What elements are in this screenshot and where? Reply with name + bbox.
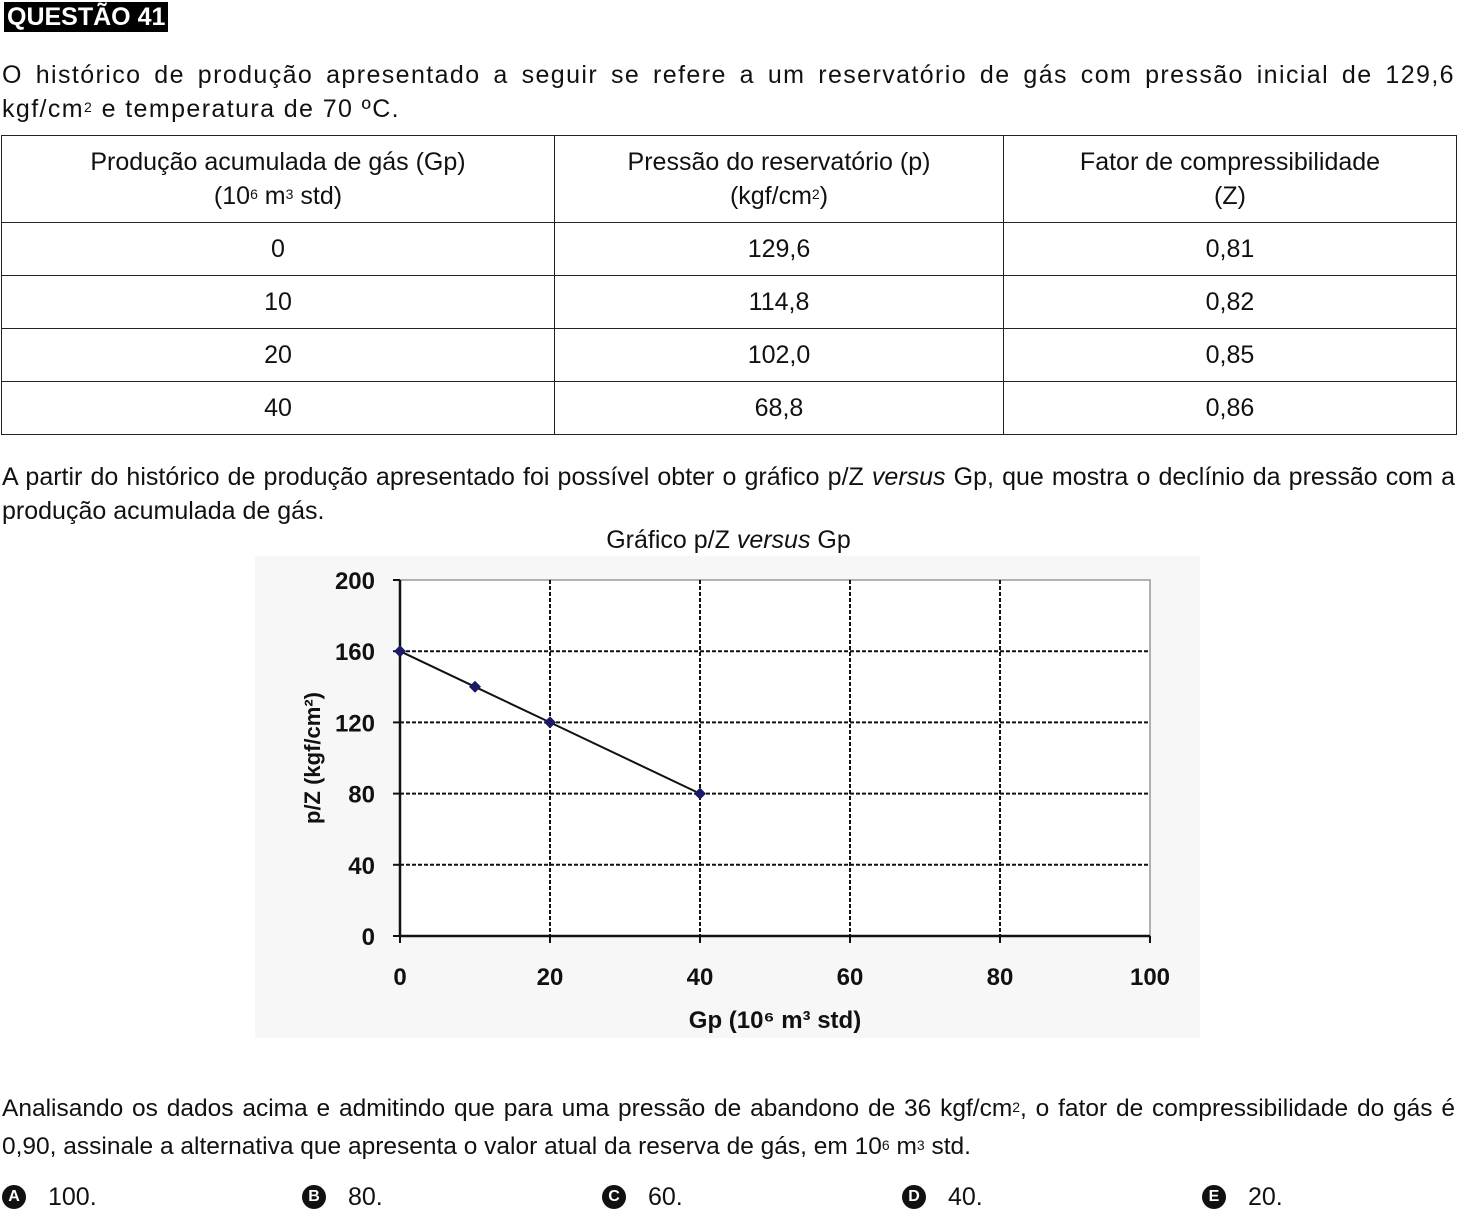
question-label: QUESTÃO 41 [4, 2, 169, 32]
y-tick-label: 40 [348, 853, 375, 880]
option-c[interactable]: C 60. [602, 1180, 683, 1214]
option-d[interactable]: D 40. [902, 1180, 983, 1214]
header-z-unit: (Z) [1214, 182, 1246, 210]
option-a-letter-icon: A [2, 1185, 26, 1209]
series-line [399, 650, 701, 795]
header-pressure-unit-b: ) [819, 182, 829, 210]
y-tick-label: 160 [335, 639, 375, 666]
header-pressure-line1: Pressão do reservatório (p) [627, 148, 931, 176]
mid-italic: versus [871, 463, 946, 491]
x-tick-label: 20 [537, 964, 564, 991]
plot-area [399, 579, 1151, 937]
intro-paragraph: O histórico de produção apresentado a se… [2, 58, 1455, 126]
x-tick-label: 60 [837, 964, 864, 991]
header-gp: Produção acumulada de gás (Gp) (106 m3 s… [1, 135, 555, 223]
x-tick-label: 0 [393, 964, 406, 991]
table-row: 10 114,8 0,82 [1, 275, 1457, 329]
chart-title-1: Gráfico p/Z [606, 526, 737, 554]
table-cell: 129,6 [554, 222, 1004, 276]
header-gp-sup2: 3 [285, 186, 294, 202]
table-cell: 114,8 [554, 275, 1004, 329]
table-cell: 0,85 [1003, 328, 1457, 382]
x-tick-label: 80 [987, 964, 1014, 991]
pz-versus-gp-chart: 0 40 80 120 160 200 0 20 40 60 80 100 Gp (10⁶ m³ std… [255, 556, 1200, 1038]
header-z: Fator de compressibilidade (Z) [1003, 135, 1457, 223]
header-gp-sup1: 6 [250, 186, 258, 202]
option-e[interactable]: E 20. [1202, 1180, 1283, 1214]
option-b-text: 80. [348, 1183, 383, 1211]
option-c-letter-icon: C [602, 1185, 626, 1209]
option-d-text: 40. [948, 1183, 983, 1211]
header-pressure-unit-a: (kgf/cm [729, 182, 812, 210]
data-point [469, 680, 481, 693]
option-c-text: 60. [648, 1183, 683, 1211]
option-e-letter-icon: E [1202, 1185, 1226, 1209]
header-pressure: Pressão do reservatório (p) (kgf/cm2) [554, 135, 1004, 223]
intro-sup: 2 [84, 99, 94, 115]
table-row: 0 129,6 0,81 [1, 222, 1457, 276]
question-paragraph: Analisando os dados acima e admitindo qu… [2, 1090, 1455, 1166]
y-axis-label: p/Z (kgf/cm²) [300, 692, 325, 824]
header-pressure-sup: 2 [811, 186, 820, 202]
y-tick-label: 200 [335, 568, 375, 595]
table-header-row: Produção acumulada de gás (Gp) (106 m3 s… [1, 135, 1457, 223]
y-tick-label: 120 [335, 710, 375, 737]
chart-title: Gráfico p/Z versus Gp [0, 526, 1457, 555]
table-cell: 40 [1, 381, 555, 435]
option-b[interactable]: B 80. [302, 1180, 383, 1214]
final-text-4: std. [924, 1133, 971, 1160]
table-cell: 102,0 [554, 328, 1004, 382]
final-sup-2: 6 [881, 1137, 890, 1153]
header-gp-unit-b: m [257, 182, 286, 210]
table-row: 40 68,8 0,86 [1, 381, 1457, 435]
intro-text-1: O histórico de produção apresentado a se… [2, 61, 1455, 123]
option-b-letter-icon: B [302, 1185, 326, 1209]
y-tick-label: 80 [348, 782, 375, 809]
final-sup-3: 3 [916, 1137, 925, 1153]
option-a[interactable]: A 100. [2, 1180, 97, 1214]
final-text-1: Analisando os dados acima e admitindo qu… [2, 1095, 1013, 1122]
data-point [544, 716, 556, 729]
table-cell: 0,82 [1003, 275, 1457, 329]
final-text-3: m [889, 1133, 917, 1160]
header-gp-line1: Produção acumulada de gás (Gp) [90, 148, 466, 176]
x-tick-label: 100 [1130, 964, 1170, 991]
mid-text-1: A partir do histórico de produção aprese… [2, 463, 872, 491]
option-e-text: 20. [1248, 1183, 1283, 1211]
final-sup-1: 2 [1012, 1099, 1021, 1115]
final-text-2: , o fator de compressibilidade do gás é … [2, 1095, 1455, 1160]
mid-text-2: Gp, que mostra o declínio da pressão com… [2, 463, 1455, 525]
intro-text-2: e temperatura de 70 ºC. [93, 95, 400, 123]
production-history-table: Produção acumulada de gás (Gp) (106 m3 s… [1, 135, 1457, 435]
chart-title-2: Gp [810, 526, 851, 554]
table-cell: 0,81 [1003, 222, 1457, 276]
x-tick-label: 40 [687, 964, 714, 991]
option-d-letter-icon: D [902, 1185, 926, 1209]
table-cell: 10 [1, 275, 555, 329]
header-gp-unit-a: (10 [213, 182, 251, 210]
x-axis-label: Gp (10⁶ m³ std) [689, 1007, 861, 1034]
chart-title-italic: versus [736, 526, 811, 554]
header-gp-unit-c: std) [293, 182, 343, 210]
table-row: 20 102,0 0,85 [1, 328, 1457, 382]
y-tick-label: 0 [362, 924, 375, 951]
table-cell: 20 [1, 328, 555, 382]
table-cell: 0 [1, 222, 555, 276]
graph-intro-paragraph: A partir do histórico de produção aprese… [2, 460, 1455, 528]
table-cell: 0,86 [1003, 381, 1457, 435]
data-point [394, 645, 406, 658]
data-point [694, 787, 706, 800]
table-cell: 68,8 [554, 381, 1004, 435]
option-a-text: 100. [48, 1183, 97, 1211]
header-z-line1: Fator de compressibilidade [1079, 148, 1381, 176]
